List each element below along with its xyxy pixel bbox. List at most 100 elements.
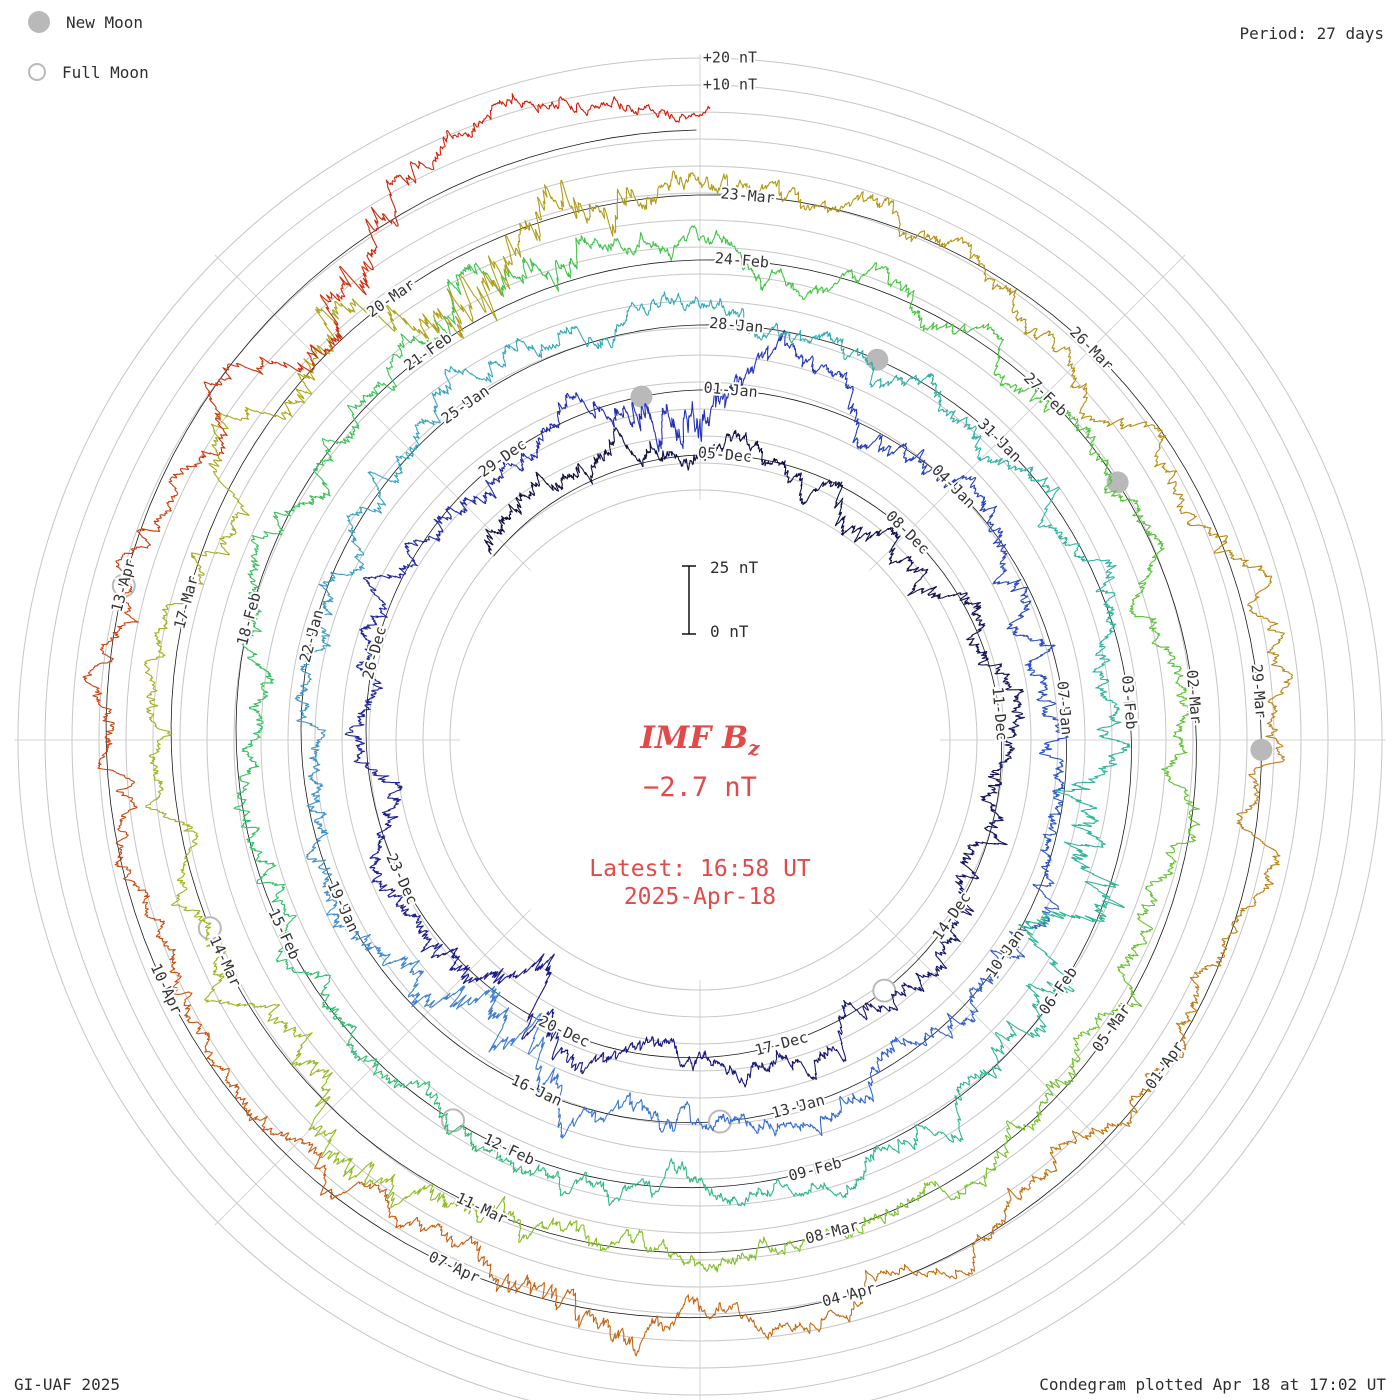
bz-series-segment <box>305 818 338 915</box>
grid-circle <box>422 462 978 1018</box>
bz-series-segment <box>115 465 193 589</box>
date-tick <box>1106 1024 1117 1033</box>
bz-series-segment <box>606 1158 714 1207</box>
bz-series-segment <box>395 379 452 474</box>
bz-series-segment <box>715 1301 853 1340</box>
bz-series-segment <box>834 511 901 548</box>
grid-circle <box>17 57 1383 1400</box>
bz-series-segment <box>920 372 982 461</box>
bz-series-segment <box>823 364 883 451</box>
date-tick <box>336 903 349 910</box>
date-tick <box>1040 390 1050 400</box>
date-tick <box>740 254 743 267</box>
chart-title-text: IMF B <box>640 720 749 756</box>
bz-series-segment <box>713 1178 821 1207</box>
bz-series-segment <box>595 1228 716 1273</box>
bz-series-segment <box>1161 697 1200 813</box>
bz-series-segment <box>736 307 833 344</box>
scale-bottom-label: 0 nT <box>710 622 749 641</box>
bz-series-segment <box>458 93 608 138</box>
bz-series-segment <box>487 993 545 1087</box>
bz-series-segment <box>619 170 749 211</box>
date-label: 04-Apr <box>820 1279 877 1310</box>
legend-full-moon: Full Moon <box>28 60 149 84</box>
scale-bar <box>682 565 696 635</box>
bz-series-segment <box>294 638 331 729</box>
date-label: 24-Feb <box>714 249 770 272</box>
date-label: 02-Mar <box>1183 669 1206 725</box>
latest-date-label: 2025-Apr-18 <box>623 884 777 910</box>
grid-circle <box>395 435 1005 1045</box>
bz-series-segment <box>1055 703 1131 794</box>
date-tick <box>478 1202 485 1215</box>
grid-circle <box>314 354 1086 1126</box>
bz-series-segment <box>97 722 138 860</box>
bz-series-segment <box>339 1181 468 1248</box>
bz-series-segment <box>1092 604 1117 704</box>
bz-series-segment <box>247 511 284 621</box>
grid-circle <box>287 327 1113 1153</box>
date-tick <box>796 1100 801 1113</box>
grid-circle <box>206 246 1194 1234</box>
date-tick <box>994 436 1004 446</box>
date-label-layer: 05-Dec08-Dec11-Dec14-Dec17-Dec20-Dec23-D… <box>106 47 1273 1313</box>
date-label: 13-Jan <box>770 1091 827 1122</box>
bz-series-segment <box>543 302 637 351</box>
bz-series-segment <box>430 943 516 985</box>
latest-time-label: Latest: 16:58 UT <box>589 856 811 882</box>
date-tick <box>219 958 231 965</box>
bz-series-segment <box>1236 688 1285 820</box>
date-label: 28-Jan <box>709 314 765 337</box>
date-tick <box>846 1289 851 1302</box>
bz-series-segment <box>730 329 825 391</box>
bz-series-segment <box>654 385 732 453</box>
bz-series-segment <box>951 323 1043 402</box>
bz-series-segment <box>606 96 711 123</box>
grid-spoke <box>214 254 531 571</box>
date-tick <box>533 1085 540 1097</box>
bz-series-segment <box>411 255 512 340</box>
bz-series-segment <box>359 574 400 652</box>
bz-series-segment <box>145 723 199 845</box>
current-value: −2.7 nT <box>643 772 757 803</box>
bz-series-segment <box>784 1004 847 1081</box>
bz-series-segment <box>365 129 460 271</box>
bz-series-segment <box>1154 458 1243 561</box>
date-label: 18-Feb <box>233 591 264 648</box>
bz-series-segment <box>1015 634 1057 711</box>
date-tick <box>424 346 433 358</box>
bz-series-segment <box>877 442 965 489</box>
bz-series-segment <box>246 830 297 934</box>
full-moon-marker <box>872 978 897 1003</box>
bz-series-segment <box>444 337 545 383</box>
date-label: 09-Feb <box>786 1154 843 1185</box>
bz-series-segment <box>504 179 621 266</box>
date-tick <box>1187 695 1200 698</box>
bz-series-segment <box>192 356 277 467</box>
bz-series-segment <box>635 1036 710 1072</box>
bz-series-segment <box>627 225 743 262</box>
bz-series-segment <box>504 402 568 472</box>
bz-series-segment <box>407 965 501 1010</box>
date-tick <box>560 1026 567 1038</box>
full-moon-label: Full Moon <box>62 62 149 82</box>
date-label: 07-Apr <box>426 1248 483 1287</box>
bz-series-segment <box>340 1022 431 1089</box>
bz-series-segment <box>786 472 844 516</box>
chart-title-subscript: z <box>748 736 760 761</box>
bz-series-segment <box>346 471 401 556</box>
bz-series-segment <box>802 1066 880 1137</box>
grid-circle <box>233 273 1167 1207</box>
grid-spoke <box>869 254 1186 571</box>
bz-series-segment <box>1070 367 1167 459</box>
new-moon-marker <box>1106 471 1129 494</box>
date-tick <box>1086 344 1096 354</box>
bz-series-segment <box>984 275 1074 369</box>
date-tick <box>735 319 738 332</box>
bz-series-segment <box>961 476 1007 553</box>
new-moon-marker <box>630 385 653 408</box>
bz-series-segment <box>316 554 365 640</box>
date-tick <box>1159 1061 1171 1070</box>
date-label: 14-Mar <box>206 933 245 990</box>
